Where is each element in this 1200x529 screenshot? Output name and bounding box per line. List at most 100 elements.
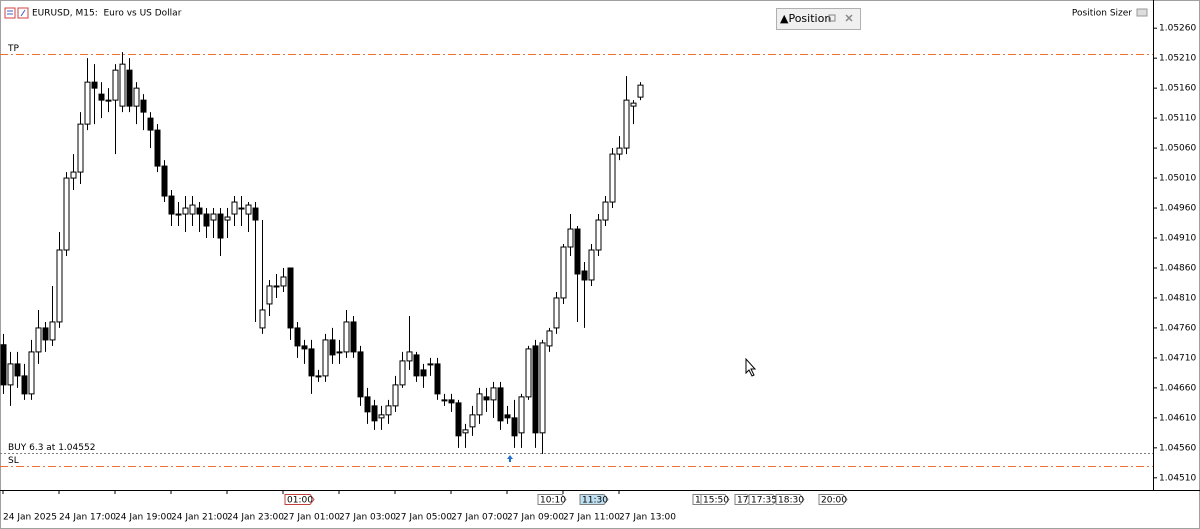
candle-body: [196, 207, 203, 215]
candle-body: [567, 228, 574, 248]
level-label: BUY 6.3 at 1.04552: [8, 443, 95, 453]
candle-body: [0, 344, 7, 386]
candle-body: [7, 363, 14, 386]
y-tick-label: 1.04660: [1159, 383, 1196, 393]
position-panel[interactable]: ▲Position: [776, 8, 861, 30]
candle-body: [511, 417, 518, 437]
panel-box[interactable]: [776, 8, 861, 30]
time-marker-label: 18:30: [778, 496, 804, 506]
candle-body: [35, 327, 42, 353]
candle-body: [273, 285, 280, 288]
x-tick-label: 27 Jan 01:00: [283, 513, 340, 523]
candle-body: [581, 270, 588, 281]
indicator-icon: [1136, 8, 1148, 17]
close-icon[interactable]: [845, 14, 853, 22]
candle-body: [392, 384, 399, 407]
time-marker-box: [284, 494, 315, 505]
candle-body: [84, 81, 91, 125]
y-tick-label: 1.05010: [1159, 174, 1196, 184]
candle-body: [427, 363, 434, 366]
time-marker-label: 17:: [737, 496, 751, 506]
candle-body: [175, 213, 182, 216]
level-label: SL: [8, 456, 19, 466]
candle-body: [469, 414, 476, 428]
candle-body: [315, 375, 322, 378]
symbol-icons: [4, 7, 29, 19]
time-marker-label: 01:00: [287, 496, 313, 506]
candle-body: [483, 396, 490, 401]
candle-body: [91, 81, 98, 89]
candle-body: [434, 363, 441, 395]
candle-body: [602, 201, 609, 221]
candle-body: [490, 387, 497, 401]
candle-body: [231, 201, 238, 215]
time-marker-label: 11:30: [582, 496, 608, 506]
candle-body: [462, 429, 469, 434]
y-tick-label: 1.05160: [1159, 84, 1196, 94]
candle-body: [518, 396, 525, 434]
candle-body: [266, 285, 273, 305]
candle-body: [147, 117, 154, 131]
y-tick-label: 1.04910: [1159, 234, 1196, 244]
candle-body: [294, 327, 301, 347]
y-tick-label: 1.04560: [1159, 443, 1196, 453]
candle-body: [336, 351, 343, 354]
time-marker-label: 20:00: [821, 496, 847, 506]
candle-body: [182, 207, 189, 215]
candle-body: [259, 309, 266, 329]
candle-body: [623, 99, 630, 149]
candle-body: [119, 63, 126, 107]
candle-body: [14, 363, 21, 377]
candle-body: [308, 348, 315, 377]
x-tick-label: 24 Jan 2025: [3, 513, 57, 523]
candle-body: [287, 267, 294, 329]
candle-body: [161, 165, 168, 197]
panel-title[interactable]: ▲Position: [780, 12, 831, 25]
candle-body: [56, 249, 63, 323]
x-tick-label: 24 Jan 17:00: [59, 513, 116, 523]
candle-body: [595, 219, 602, 251]
x-tick-label: 27 Jan 03:00: [339, 513, 396, 523]
candle-body: [322, 339, 329, 377]
candle-body: [189, 204, 196, 215]
candle-body: [154, 129, 161, 167]
candle-body: [637, 84, 644, 98]
candles: [0, 52, 644, 454]
candle-body: [448, 399, 455, 404]
x-tick-label: 27 Jan 11:00: [563, 513, 620, 523]
mouse-cursor: [745, 357, 757, 377]
x-tick-label: 27 Jan 07:00: [451, 513, 508, 523]
candle-body: [224, 216, 231, 221]
y-tick-label: 1.04610: [1159, 413, 1196, 423]
candle-body: [112, 69, 119, 101]
candle-body: [357, 351, 364, 398]
candle-body: [476, 393, 483, 416]
candle-body: [553, 297, 560, 329]
candle-body: [98, 93, 105, 101]
buy-arrow: [507, 455, 513, 462]
candle-body: [532, 345, 539, 434]
candle-body: [441, 399, 448, 402]
candle-body: [588, 249, 595, 281]
candle-body: [280, 276, 287, 287]
candle-body: [525, 348, 532, 398]
candle-body: [455, 402, 462, 437]
time-marker-box: [700, 494, 730, 505]
candle-body: [329, 339, 336, 356]
candle-body: [371, 405, 378, 422]
candle-body: [539, 342, 546, 434]
candle-body: [28, 351, 35, 395]
candle-body: [168, 195, 175, 215]
level-label: TP: [7, 44, 19, 54]
candle-body: [42, 327, 49, 341]
restore-icon[interactable]: [828, 14, 836, 22]
time-marker-box: [579, 494, 609, 505]
candle-body: [21, 375, 28, 395]
y-tick-label: 1.04810: [1159, 293, 1196, 303]
candle-body: [574, 228, 581, 275]
candle-body: [546, 330, 553, 347]
candle-body: [126, 69, 133, 107]
candle-body: [420, 369, 427, 377]
candle-body: [560, 246, 567, 299]
